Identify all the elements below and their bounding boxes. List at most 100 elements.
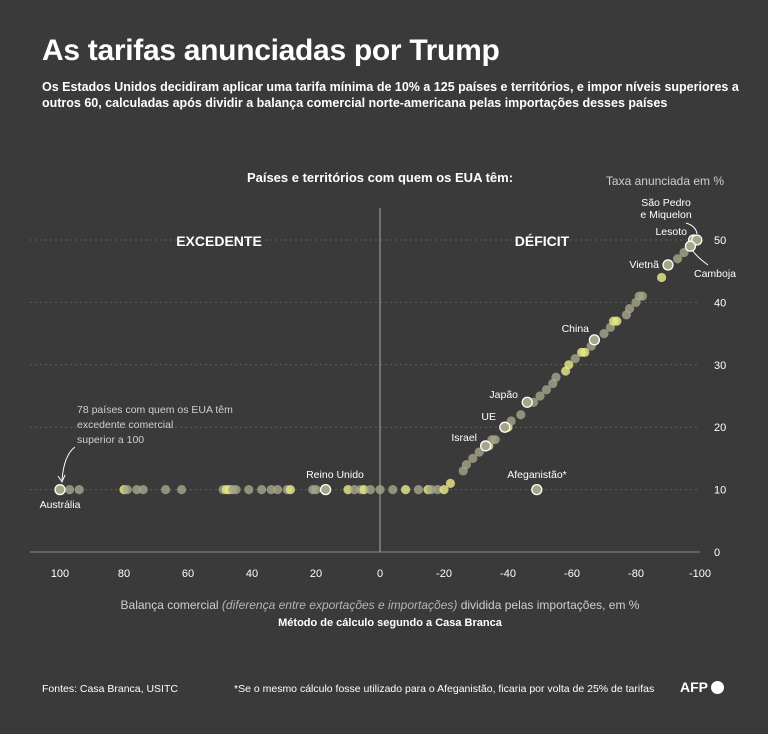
afp-logo-text: AFP: [680, 679, 708, 695]
data-point: [599, 329, 609, 339]
annotation-line-1: 78 países com quem os EUA têm: [77, 404, 233, 416]
data-point: [231, 485, 241, 495]
data-point: [551, 372, 561, 382]
region-surplus-label: EXCEDENTE: [176, 233, 262, 249]
data-point: [474, 447, 484, 457]
x-axis-label-italic: (diferença entre exportações e importaçõ…: [222, 598, 457, 612]
x-axis-label-end: dividida pelas importações, em %: [461, 598, 640, 612]
data-point: [244, 485, 254, 495]
label-australia: Austrália: [40, 499, 81, 511]
data-point: [285, 485, 295, 495]
labeled-point-afeganistao: [531, 483, 543, 496]
data-point: [625, 304, 635, 314]
labeled-point-japao: [521, 396, 533, 408]
y-axis-label: Taxa anunciada em %: [606, 174, 724, 188]
region-deficit-label: DÉFICIT: [515, 233, 570, 249]
data-point: [673, 254, 683, 264]
data-point: [311, 485, 321, 495]
label-sao-pedro-line-2: e Miquelon: [640, 209, 692, 221]
data-point: [564, 360, 574, 370]
data-point: [388, 485, 398, 495]
x-tick-label: 0: [377, 568, 383, 580]
x-tick-label: -80: [628, 568, 644, 580]
data-point: [490, 435, 500, 445]
data-point: [468, 453, 478, 463]
labeled-point-china: [588, 334, 601, 346]
gridlines: [30, 239, 700, 553]
data-point: [570, 353, 580, 364]
data-point: [122, 485, 132, 495]
data-point: [445, 478, 455, 488]
data-point: [138, 485, 148, 495]
data-point: [461, 460, 471, 470]
x-tick-label: -40: [500, 568, 516, 580]
chart-question: Países e territórios com quem os EUA têm…: [247, 170, 513, 185]
camboja-leader: [691, 249, 709, 266]
labeled-point-australia: [54, 483, 66, 496]
footer-sources: Fontes: Casa Branca, USITC: [42, 683, 178, 695]
x-axis-label: Balança comercial (diferença entre expor…: [121, 598, 640, 612]
data-point: [439, 485, 449, 495]
label-camboja: Camboja: [694, 268, 736, 280]
data-point: [580, 347, 590, 357]
label-lesoto: Lesoto: [655, 226, 687, 238]
y-tick-label: 20: [714, 422, 726, 434]
annotation-line-3: superior a 100: [77, 434, 144, 446]
annotation-line-2: excedente comercial: [77, 419, 173, 431]
data-point: [657, 272, 667, 283]
data-point: [273, 485, 283, 495]
data-point: [74, 485, 84, 495]
annotations: 78 países com quem os EUA têm excedente …: [40, 197, 737, 511]
data-point: [349, 485, 359, 495]
label-israel: Israel: [451, 432, 477, 444]
data-point: [161, 485, 171, 495]
data-point: [257, 485, 267, 495]
data-point: [535, 391, 545, 401]
labeled-point-reino-unido: [319, 483, 332, 496]
afp-logo: AFP: [680, 679, 724, 695]
label-afeganistao: Afeganistão*: [507, 469, 567, 481]
label-china: China: [562, 323, 590, 335]
y-tick-label: 10: [714, 485, 726, 497]
label-ue: UE: [481, 411, 496, 423]
data-point: [433, 485, 443, 495]
data-point: [132, 485, 142, 495]
data-point: [612, 316, 622, 326]
labeled-point-ue: [499, 421, 511, 433]
labeled-point-israel: [479, 440, 492, 452]
x-tick-label: 80: [118, 568, 130, 580]
chart-subtitle: Os Estados Unidos decidiram aplicar uma …: [42, 80, 739, 110]
data-point: [365, 485, 375, 495]
chart-title: As tarifas anunciadas por Trump: [42, 34, 500, 67]
data-point: [401, 485, 411, 495]
x-tick-label: 40: [246, 568, 258, 580]
data-point: [637, 291, 648, 301]
data-point: [177, 485, 187, 495]
data-point: [541, 385, 552, 395]
label-japao: Japão: [489, 389, 518, 401]
x-tick-label: -100: [689, 568, 711, 580]
labeled-point-vietna: [662, 259, 674, 271]
annotation-arrow: [61, 446, 76, 481]
data-point: [359, 485, 369, 495]
labeled-points: [54, 234, 703, 496]
footer-note: *Se o mesmo cálculo fosse utilizado para…: [234, 683, 655, 695]
data-point: [506, 416, 516, 426]
x-tick-label: -60: [564, 568, 580, 580]
data-point: [343, 485, 353, 495]
data-point: [516, 410, 526, 420]
annotation-arrowhead: [57, 474, 66, 484]
x-tick-label: 20: [310, 568, 322, 580]
data-point: [375, 485, 385, 495]
data-points: [65, 241, 696, 495]
label-vietna: Vietnã: [629, 259, 659, 271]
label-reino-unido: Reino Unido: [306, 469, 364, 481]
y-tick-label: 0: [714, 547, 720, 559]
x-tick-label: -20: [436, 568, 452, 580]
scatter-chart: 100 80 60 40 20 0 -20 -40 -60 -80 -10001020304050 …: [30, 170, 737, 629]
y-tick-label: 40: [714, 297, 726, 309]
afp-logo-dot: [711, 680, 724, 694]
labeled-point-camboja: [684, 240, 697, 252]
data-point: [266, 485, 276, 495]
